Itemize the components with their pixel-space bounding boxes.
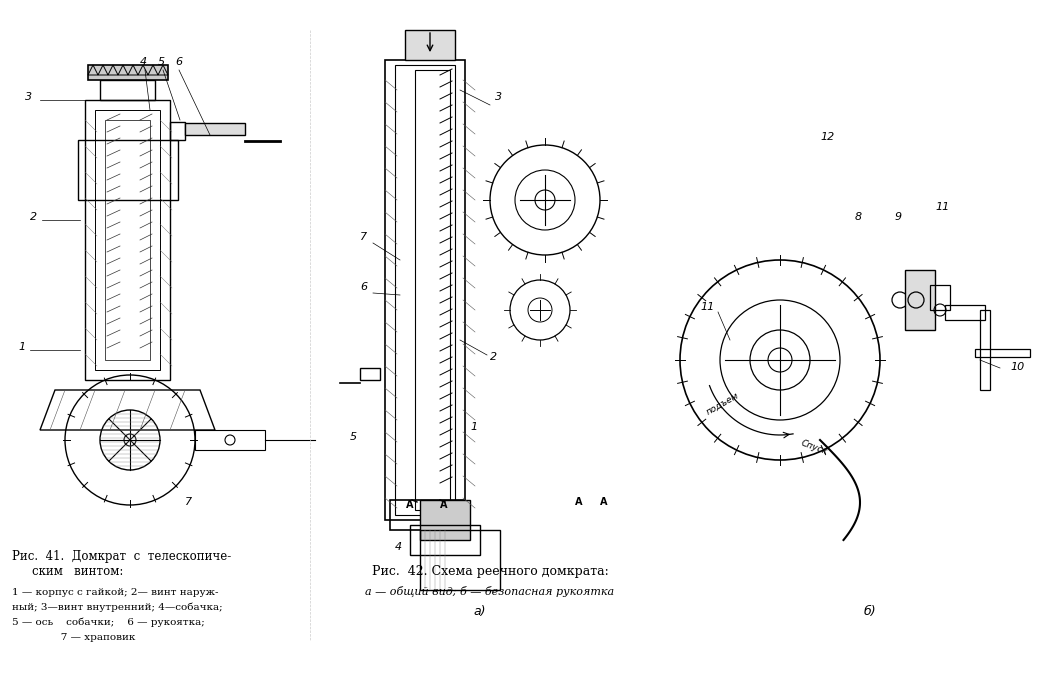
Text: 5: 5 [350,432,357,442]
Text: A: A [575,497,583,507]
Text: 6: 6 [175,57,182,67]
Text: 1: 1 [470,422,477,432]
Text: а — общий вид; б — безопасная рукоятка: а — общий вид; б — безопасная рукоятка [365,586,614,597]
Bar [980,310,990,390]
Text: A: A [600,497,608,507]
Text: 2: 2 [490,352,497,362]
Text: подъем: подъем [705,391,741,417]
Text: 12: 12 [820,132,835,142]
Bar [390,500,465,530]
Text: 3: 3 [495,92,502,102]
Bar [930,285,950,310]
Text: 1 — корпус с гайкой; 2— винт наруж-: 1 — корпус с гайкой; 2— винт наруж- [12,588,218,597]
Bar [100,80,155,100]
Bar [420,500,470,540]
Bar [105,120,150,360]
Bar [410,525,480,555]
Bar [405,30,455,60]
Text: 11: 11 [700,302,714,312]
Bar [185,123,245,135]
Text: 7: 7 [185,497,192,507]
Bar [360,368,380,380]
Text: 9: 9 [895,212,902,222]
Text: 6: 6 [360,282,368,292]
Text: A: A [406,500,414,510]
Text: ским   винтом:: ским винтом: [32,565,124,578]
Text: 2: 2 [30,212,37,222]
Text: 8: 8 [855,212,862,222]
Text: A: A [440,500,447,510]
Bar [385,60,465,520]
Text: б): б) [864,605,877,618]
Text: 4: 4 [140,57,147,67]
Bar [415,70,450,510]
Bar [88,65,168,80]
Text: 11: 11 [934,202,949,212]
Text: 10: 10 [1010,362,1024,372]
Bar [85,100,170,380]
Bar [975,349,1030,357]
Text: ный; 3—винт внутренний; 4—собачка;: ный; 3—винт внутренний; 4—собачка; [12,603,223,612]
Text: 7: 7 [360,232,368,242]
Text: 3: 3 [25,92,33,102]
Bar [945,305,985,320]
Text: а): а) [474,605,486,618]
Text: Рис.  41.  Домкрат  с  телескопиче-: Рис. 41. Домкрат с телескопиче- [12,550,231,563]
Text: 1: 1 [18,342,25,352]
Bar [170,122,185,140]
Bar [195,430,265,450]
Bar [420,530,500,590]
Bar [905,270,934,330]
Bar [395,65,455,515]
Text: Спуск: Спуск [800,439,830,457]
Text: 4: 4 [395,542,402,552]
Bar [94,110,160,370]
Text: 7 — храповик: 7 — храповик [12,633,135,642]
Text: 5 — ось    собачки;    6 — рукоятка;: 5 — ось собачки; 6 — рукоятка; [12,617,205,627]
Text: Рис.  42. Схема реечного домкрата:: Рис. 42. Схема реечного домкрата: [372,565,608,578]
Text: 5: 5 [158,57,165,67]
Bar [78,140,178,200]
